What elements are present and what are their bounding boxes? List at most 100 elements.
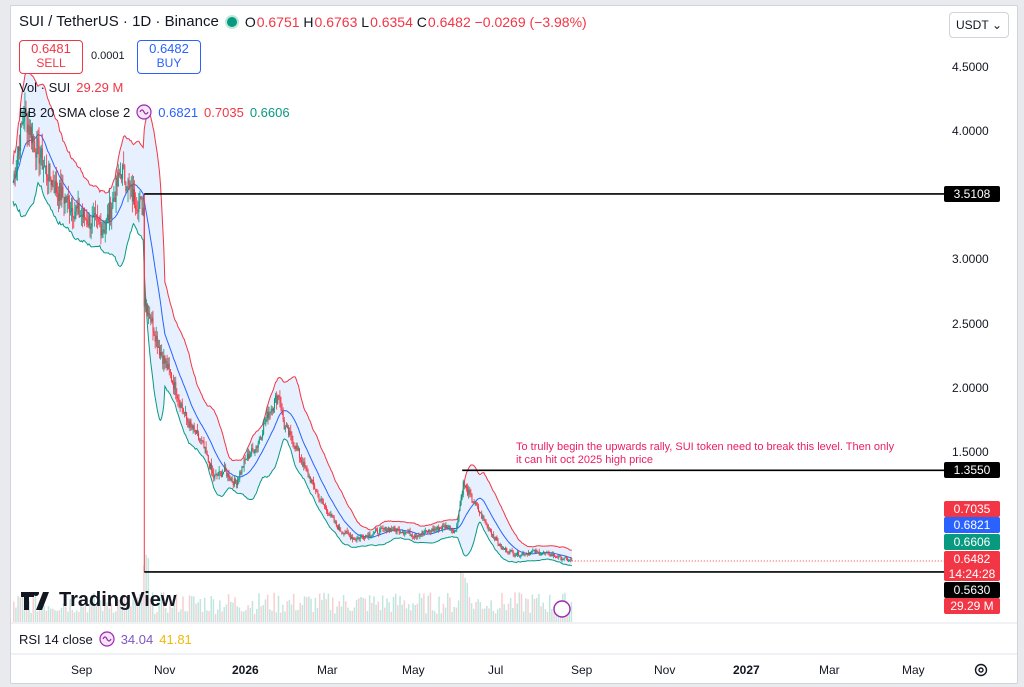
volume-bar: [45, 610, 48, 622]
price-scale-tag: 0.7035: [944, 501, 1000, 517]
bb-legend[interactable]: BB 20 SMA close 2 0.6821 0.7035 0.6606: [19, 104, 290, 120]
candle-body: [308, 476, 310, 478]
volume-bar: [130, 606, 132, 622]
candle-body: [126, 190, 128, 192]
candle-body: [429, 530, 431, 532]
volume-bar: [444, 607, 447, 622]
candle-body: [164, 355, 166, 363]
volume-bar: [219, 600, 221, 622]
indicator-settings-icon[interactable]: [136, 104, 152, 120]
candle-body: [504, 548, 506, 550]
volume-bar: [62, 603, 65, 622]
volume-legend[interactable]: Vol · SUI 29.29 M: [19, 80, 124, 95]
candle-body: [357, 537, 359, 539]
candle-body: [179, 401, 181, 408]
candle-body: [540, 553, 542, 555]
volume-bar: [544, 609, 547, 622]
volume-bar: [80, 601, 82, 622]
candle-body: [54, 180, 56, 193]
candle-body: [366, 535, 368, 537]
volume-bar: [436, 613, 438, 622]
candle-body: [201, 439, 203, 441]
candle-body: [85, 218, 87, 220]
candle-body: [494, 537, 496, 541]
volume-bar: [106, 602, 108, 622]
volume-bar: [121, 609, 123, 622]
candle-body: [180, 403, 182, 408]
pair-title[interactable]: SUI / TetherUS · 1D · Binance: [19, 13, 219, 30]
buy-button[interactable]: 0.6482 BUY: [137, 40, 201, 74]
volume-bar: [427, 595, 429, 622]
chart-window: SUI / TetherUS · 1D · Binance O0.6751 H0…: [10, 5, 1018, 684]
candle-body: [280, 402, 282, 411]
chart-annotation[interactable]: To trully begin the upwards rally, SUI t…: [516, 441, 895, 466]
candle-body: [347, 532, 349, 535]
candle-body: [255, 446, 257, 452]
candle-body: [28, 124, 30, 135]
candle-body: [19, 147, 21, 151]
candle-body: [174, 381, 176, 390]
candle-body: [482, 516, 484, 519]
candle-body: [194, 429, 196, 434]
candle-body: [334, 521, 336, 523]
candle-body: [70, 211, 72, 213]
candle-body: [309, 476, 311, 483]
candle-body: [244, 459, 246, 461]
volume-bar: [329, 609, 332, 622]
x-tick-label: Sep: [71, 663, 93, 677]
volume-bar: [13, 601, 15, 622]
candle-body: [375, 529, 377, 531]
volume-bar: [88, 600, 91, 622]
volume-bar: [310, 598, 312, 622]
candle-body: [214, 474, 216, 479]
candle-body: [278, 395, 280, 397]
volume-bar: [297, 609, 299, 622]
volume-bar: [473, 608, 475, 622]
candle-body: [408, 530, 410, 533]
chart-settings-gear-icon[interactable]: [973, 662, 989, 678]
volume-bar: [182, 596, 184, 622]
candle-body: [36, 138, 38, 158]
candle-body: [539, 554, 541, 556]
volume-bar: [338, 601, 340, 622]
candle-body: [288, 427, 290, 436]
candle-body: [232, 481, 234, 486]
candle-body: [498, 544, 500, 546]
candle-body: [107, 214, 109, 221]
candle-body: [188, 422, 190, 428]
candle-body: [138, 202, 140, 213]
candle-body: [321, 498, 323, 502]
candle-body: [15, 167, 17, 178]
volume-bar: [149, 598, 152, 622]
volume-bar: [199, 599, 202, 622]
volume-bar: [553, 606, 555, 622]
chart-canvas[interactable]: [11, 6, 1017, 683]
sell-button[interactable]: 0.6481 SELL: [19, 40, 83, 74]
candle-body: [25, 107, 27, 115]
volume-bar: [397, 605, 399, 622]
candle-body: [111, 207, 113, 219]
candle-body: [83, 209, 85, 218]
volume-bar: [240, 611, 243, 622]
indicator-settings-icon[interactable]: [99, 631, 115, 647]
volume-bar: [34, 592, 37, 622]
candle-body: [548, 552, 550, 556]
volume-bar: [442, 603, 445, 622]
candle-body: [301, 459, 303, 463]
candle-body: [435, 528, 437, 530]
candle-body: [304, 462, 306, 468]
volume-bar: [197, 602, 199, 622]
candle-body: [510, 550, 512, 551]
candle-body: [148, 313, 150, 315]
volume-bar: [82, 606, 84, 622]
candle-body: [346, 530, 348, 533]
candle-body: [403, 532, 405, 534]
volume-bar: [295, 610, 297, 622]
candle-body: [398, 529, 400, 534]
volume-bar: [529, 612, 531, 622]
currency-select[interactable]: USDT ⌄: [949, 12, 1009, 38]
candle-body: [310, 479, 312, 483]
rsi-legend[interactable]: RSI 14 close 34.04 41.81: [19, 631, 192, 647]
candle-body: [242, 466, 244, 468]
candle-body: [388, 528, 390, 532]
